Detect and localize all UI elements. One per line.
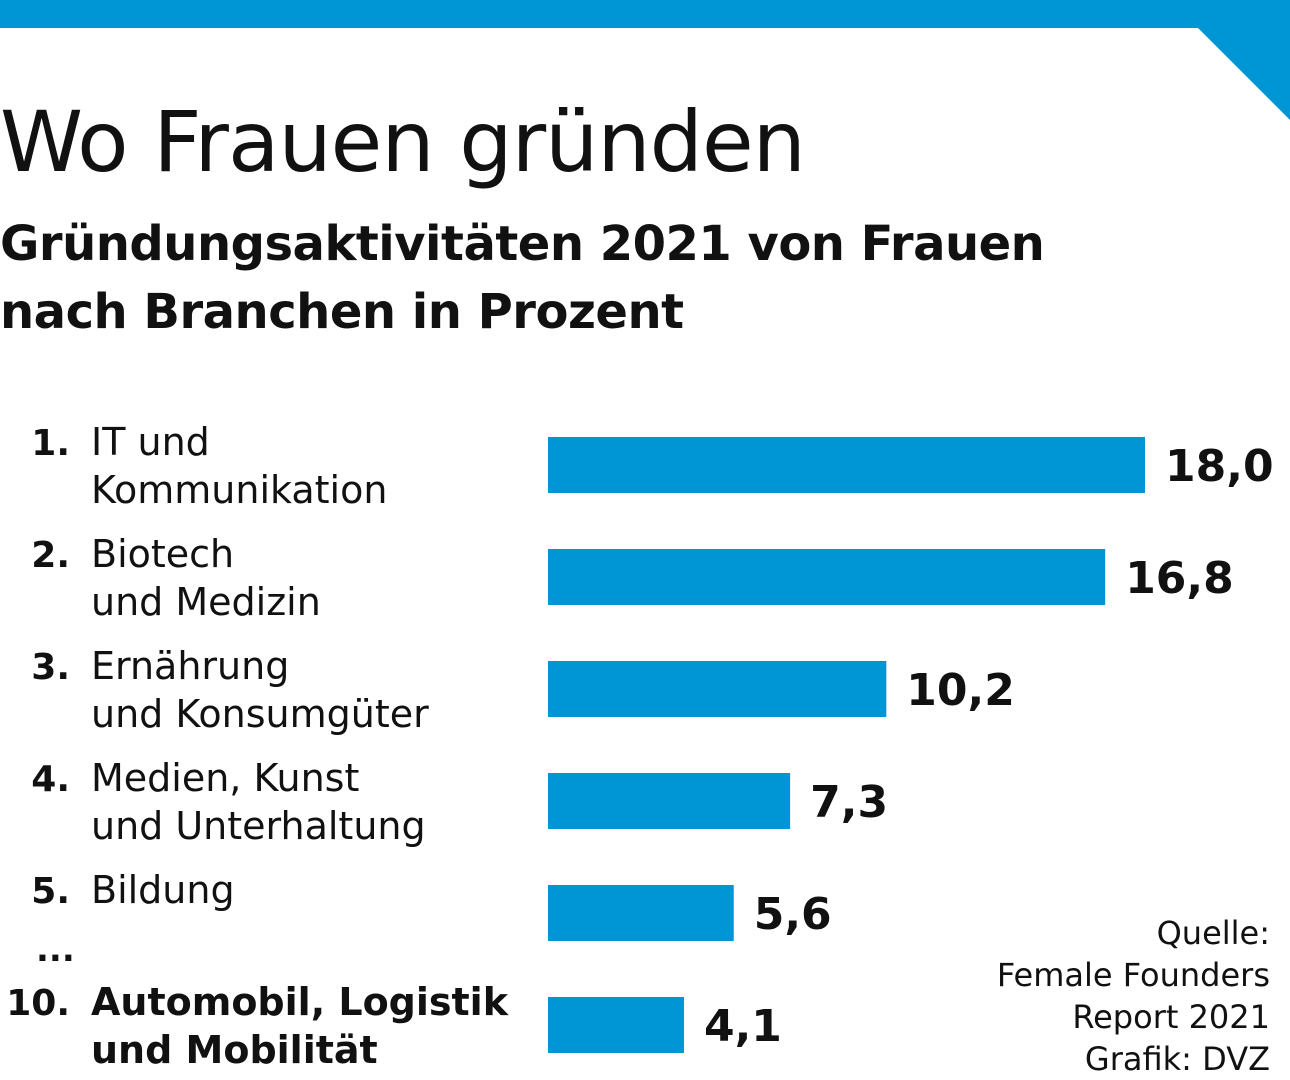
category-label-line: und Mobilität <box>91 1028 378 1072</box>
category-label-line: Kommunikation <box>91 468 388 512</box>
subtitle-line: Gründungsaktivitäten 2021 von Frauen <box>0 216 1045 272</box>
category-label-line: und Unterhaltung <box>91 804 426 848</box>
category-label-line: Automobil, Logistik <box>91 980 508 1024</box>
category-label: Bildung <box>91 866 541 914</box>
bar <box>548 661 887 717</box>
bar-value-label: 10,2 <box>906 665 1015 716</box>
category-label-line: und Medizin <box>91 580 321 624</box>
bar-value-label: 7,3 <box>810 777 888 828</box>
category-label-line: Medien, Kunst <box>91 756 360 800</box>
source-line: Female Founders <box>996 956 1270 994</box>
category-label: Biotech und Medizin <box>91 530 541 626</box>
bar-value-label: 18,0 <box>1165 441 1274 492</box>
bar-value-label: 4,1 <box>704 1001 782 1052</box>
chart-title: Wo Frauen gründen <box>0 93 806 191</box>
category-label: Ernährung und Konsumgüter <box>91 642 541 738</box>
source-line: Grafik: DVZ <box>1084 1040 1270 1078</box>
source-line: Report 2021 <box>1072 998 1270 1036</box>
category-label: Automobil, Logistik und Mobilität <box>91 978 541 1074</box>
category-rank: 3. <box>31 647 70 688</box>
category-label-line: IT und <box>91 420 210 464</box>
category-label-line: und Konsumgüter <box>91 692 429 736</box>
bar <box>548 773 791 829</box>
category-label-line: Ernährung <box>91 644 290 688</box>
bar <box>548 885 734 941</box>
category-label-line: Bildung <box>91 868 235 912</box>
bar <box>548 549 1106 605</box>
subtitle-line: nach Branchen in Prozent <box>0 284 684 340</box>
bar-value-label: 5,6 <box>754 889 832 940</box>
category-rank: 10. <box>6 983 70 1024</box>
top-band-shape <box>0 0 1290 120</box>
category-rank: 4. <box>31 759 70 800</box>
category-label: IT und Kommunikation <box>91 418 541 514</box>
rank-gap-ellipsis: ... <box>36 930 75 970</box>
category-rank: 1. <box>31 423 70 464</box>
category-rank: 5. <box>31 871 70 912</box>
chart-subtitle: Gründungsaktivitäten 2021 von Frauen nac… <box>0 210 1200 346</box>
bar <box>548 997 684 1053</box>
bar <box>548 437 1145 493</box>
category-label-line: Biotech <box>91 532 235 576</box>
category-label: Medien, Kunst und Unterhaltung <box>91 754 541 850</box>
top-accent-band <box>0 0 1290 120</box>
source-note: Quelle: Female Founders Report 2021 Graf… <box>997 912 1270 1080</box>
category-rank: 2. <box>31 535 70 576</box>
bar-value-label: 16,8 <box>1125 553 1234 604</box>
source-line: Quelle: <box>1156 914 1270 952</box>
